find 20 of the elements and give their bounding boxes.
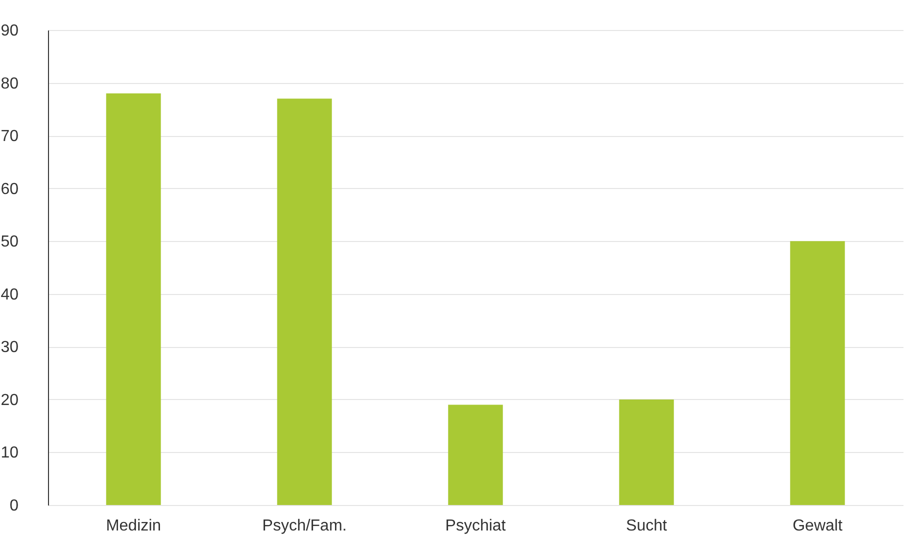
y-tick-label: 50 <box>0 234 19 251</box>
bar <box>277 98 332 505</box>
y-tick-label: 20 <box>0 392 19 409</box>
y-tick-label: 0 <box>10 498 19 514</box>
y-tick-label: 70 <box>0 128 19 146</box>
bar <box>790 241 845 505</box>
x-tick-label: Medizin <box>106 518 162 534</box>
x-tick-label: Sucht <box>626 518 668 534</box>
x-tick-label: Gewalt <box>792 518 843 534</box>
x-tick-label: Psychiat <box>445 518 506 534</box>
bar <box>106 93 161 505</box>
y-tick-label: 30 <box>0 339 19 356</box>
y-tick-label: 80 <box>0 75 19 92</box>
y-tick-label: 10 <box>0 444 19 462</box>
y-tick-label: 60 <box>0 180 19 198</box>
x-tick-label: Psych/Fam. <box>262 518 347 534</box>
bar <box>448 404 503 505</box>
y-tick-label: 90 <box>0 22 19 40</box>
y-tick-label: 40 <box>0 286 19 304</box>
bar <box>619 399 674 505</box>
